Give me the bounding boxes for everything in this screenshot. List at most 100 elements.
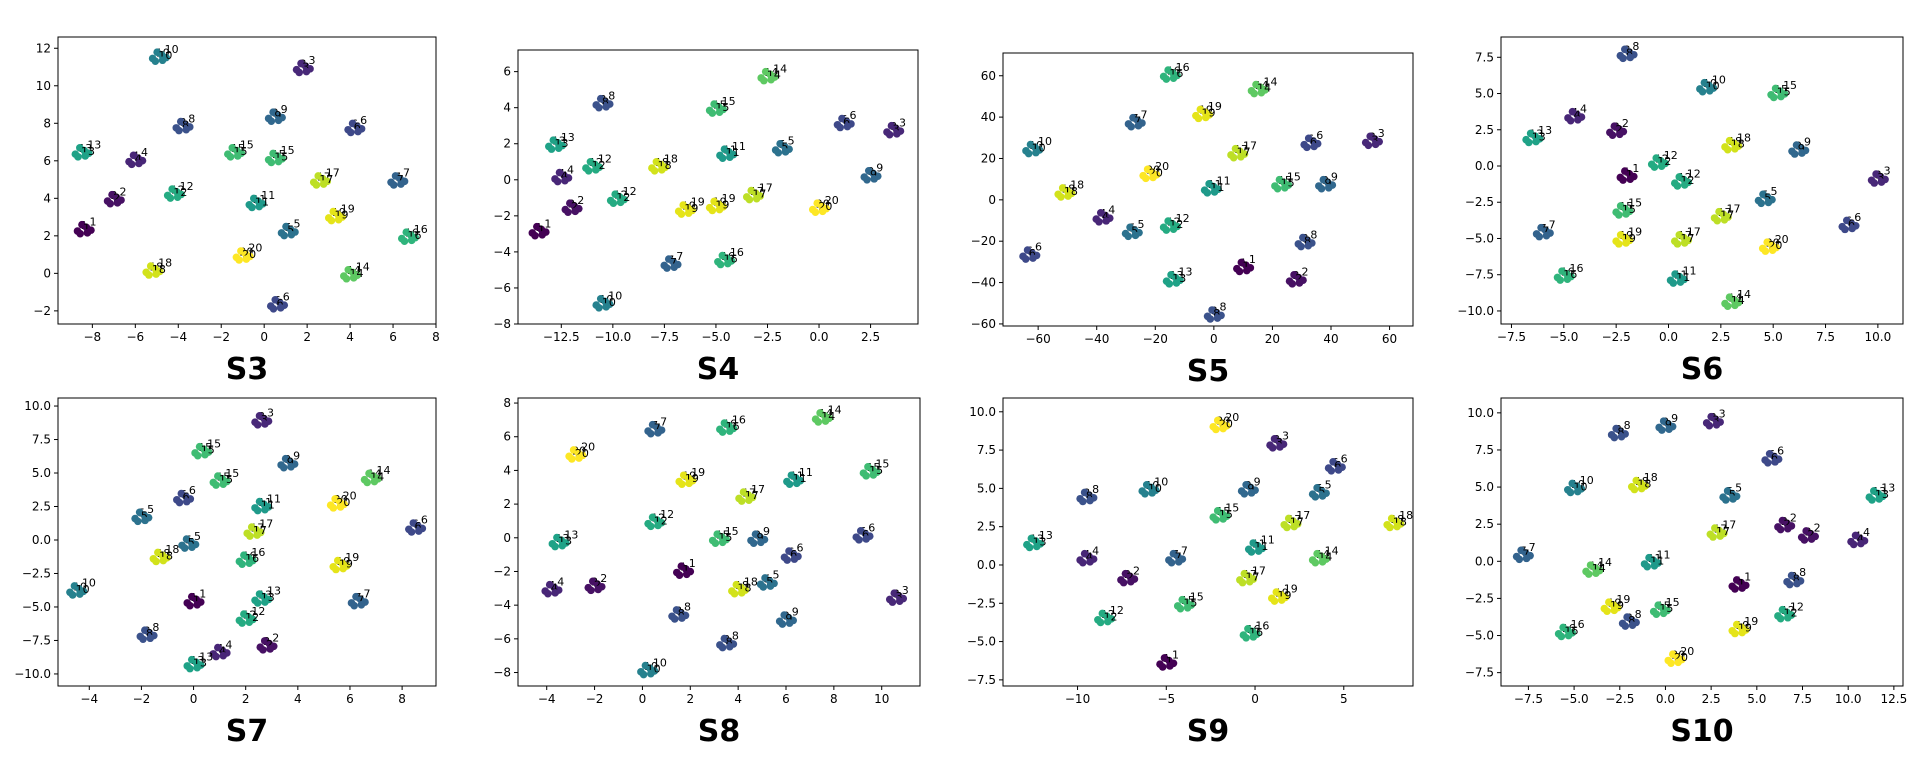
data-point [238, 619, 246, 627]
data-point [783, 556, 791, 564]
point-label: 9 [1325, 177, 1332, 190]
cluster-8: 888 [1616, 40, 1639, 63]
y-tick-label: 2 [503, 497, 511, 511]
cluster-9: 999 [775, 606, 799, 628]
panel-s4: −12.5 −10.0 −7.5 −5.0 −2.5 0.0 2.5−8−6−4−20246… [493, 49, 919, 387]
data-point [766, 582, 775, 590]
y-tick-label: 0 [43, 266, 51, 280]
data-point [146, 634, 155, 643]
y-tick-label: −7.5 [1465, 268, 1494, 282]
y-tick-label: 10.0 [1467, 406, 1494, 420]
data-point [312, 181, 321, 189]
data-point [785, 619, 794, 627]
data-point [106, 199, 115, 208]
data-point [1608, 131, 1617, 139]
point-label: 11 [1217, 175, 1231, 188]
data-point [1206, 315, 1215, 323]
data-point [76, 229, 84, 238]
x-tick-label: 2.5 [1711, 330, 1730, 344]
data-point [1079, 497, 1087, 506]
y-tick-label: 5.0 [977, 481, 996, 495]
data-point [584, 166, 593, 175]
point-label: 19 [341, 202, 355, 215]
data-point [774, 148, 783, 157]
data-point [843, 122, 852, 131]
point-label: 14 [828, 404, 842, 417]
point-label: 17 [326, 167, 340, 180]
cluster-8: 888 [592, 89, 615, 112]
data-point [675, 571, 684, 579]
data-point [737, 497, 746, 505]
data-point [1277, 596, 1286, 604]
y-tick-label: 0.0 [1475, 159, 1494, 173]
point-label: 8 [732, 629, 739, 642]
cluster-14: 141414 [811, 404, 842, 426]
data-point [1673, 240, 1682, 248]
data-point [280, 463, 288, 472]
data-point [855, 536, 863, 544]
cluster-6: 666 [266, 290, 290, 313]
y-tick-label: −5.0 [22, 600, 51, 614]
point-label: 12 [623, 185, 637, 198]
x-tick-label: 0.0 [1656, 692, 1675, 706]
data-point [349, 274, 358, 282]
x-tick-label: 2 [686, 692, 694, 706]
y-tick-label: 4 [503, 101, 511, 115]
point-label: 16 [1570, 262, 1584, 275]
y-tick-label: 0 [988, 193, 996, 207]
data-point [267, 117, 276, 125]
data-point [1318, 492, 1327, 500]
cluster-11: 111111 [245, 189, 275, 212]
x-tick-label: 0 [1251, 692, 1259, 706]
point-label: 6 [796, 542, 803, 555]
data-point [790, 555, 799, 563]
cluster-18: 181818 [149, 543, 179, 566]
point-label: 3 [902, 584, 909, 597]
data-point [134, 517, 142, 526]
point-label: 3 [893, 123, 900, 136]
data-point [173, 193, 182, 201]
data-point [242, 255, 251, 263]
cluster-5: 555 [178, 530, 201, 552]
data-point [245, 559, 254, 568]
point-label: 7 [403, 167, 410, 180]
point-label: 15 [875, 458, 889, 471]
cluster-13: 131313 [548, 528, 578, 551]
cluster-8: 888 [1294, 228, 1317, 251]
point-label: 5 [1131, 224, 1138, 237]
data-point [1124, 232, 1133, 241]
data-point [1723, 302, 1732, 311]
point-label: 1 [689, 557, 696, 570]
point-label: 11 [267, 492, 281, 505]
y-tick-label: 0.0 [1475, 554, 1494, 568]
point-label: 8 [1092, 483, 1099, 496]
data-point [1705, 86, 1714, 95]
data-point [261, 420, 269, 428]
data-point [269, 304, 278, 313]
x-tick-label: 2.5 [1702, 692, 1721, 706]
point-label: 1 [1243, 259, 1250, 272]
point-label: 2 [1295, 272, 1302, 285]
x-tick-label: 4 [346, 330, 354, 344]
data-point [1617, 432, 1626, 441]
point-label: 18 [744, 575, 758, 588]
cluster-17: 171717 [1710, 202, 1741, 225]
y-tick-label: 10.0 [24, 399, 51, 413]
y-tick-label: −7.5 [1465, 666, 1494, 680]
data-point [1212, 425, 1220, 434]
y-tick-label: 60 [981, 69, 996, 83]
cluster-5: 555 [1121, 218, 1145, 241]
data-point [233, 152, 242, 160]
x-tick-label: −5.0 [1549, 330, 1578, 344]
data-point [575, 454, 583, 462]
point-label: 14 [1737, 288, 1751, 301]
data-point [1738, 584, 1746, 592]
